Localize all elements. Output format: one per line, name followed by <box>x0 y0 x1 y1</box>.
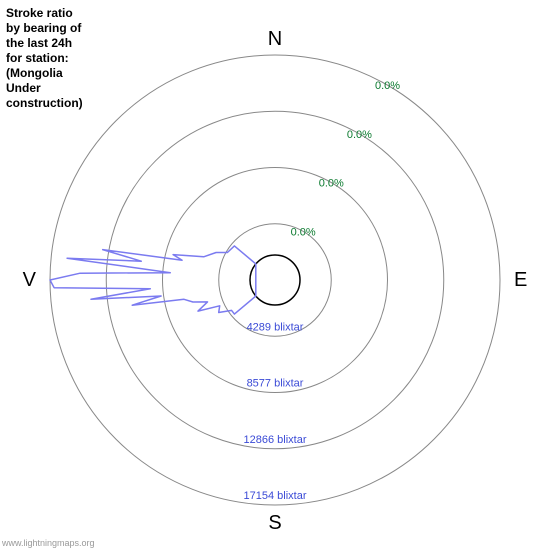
ring-label-bottom-3: 12866 blixtar <box>244 434 307 446</box>
center-hole <box>250 255 300 305</box>
ring-label-top-3: 0.0% <box>347 129 372 141</box>
ring-label-bottom-4: 17154 blixtar <box>244 490 307 502</box>
ring-label-top-4: 0.0% <box>375 80 400 92</box>
chart-title: Stroke ratio by bearing of the last 24h … <box>6 6 83 111</box>
ring-label-top-1: 0.0% <box>291 226 316 238</box>
ring-label-bottom-1: 4289 blixtar <box>247 321 304 333</box>
cardinal-n: N <box>268 28 282 50</box>
ring-label-bottom-2: 8577 blixtar <box>247 378 304 390</box>
credit-text: www.lightningmaps.org <box>2 538 95 548</box>
cardinal-s: S <box>268 512 281 534</box>
cardinal-w: V <box>23 269 37 291</box>
cardinal-e: E <box>514 269 527 291</box>
stroke-ratio-rose <box>50 246 256 314</box>
ring-label-top-2: 0.0% <box>319 178 344 190</box>
